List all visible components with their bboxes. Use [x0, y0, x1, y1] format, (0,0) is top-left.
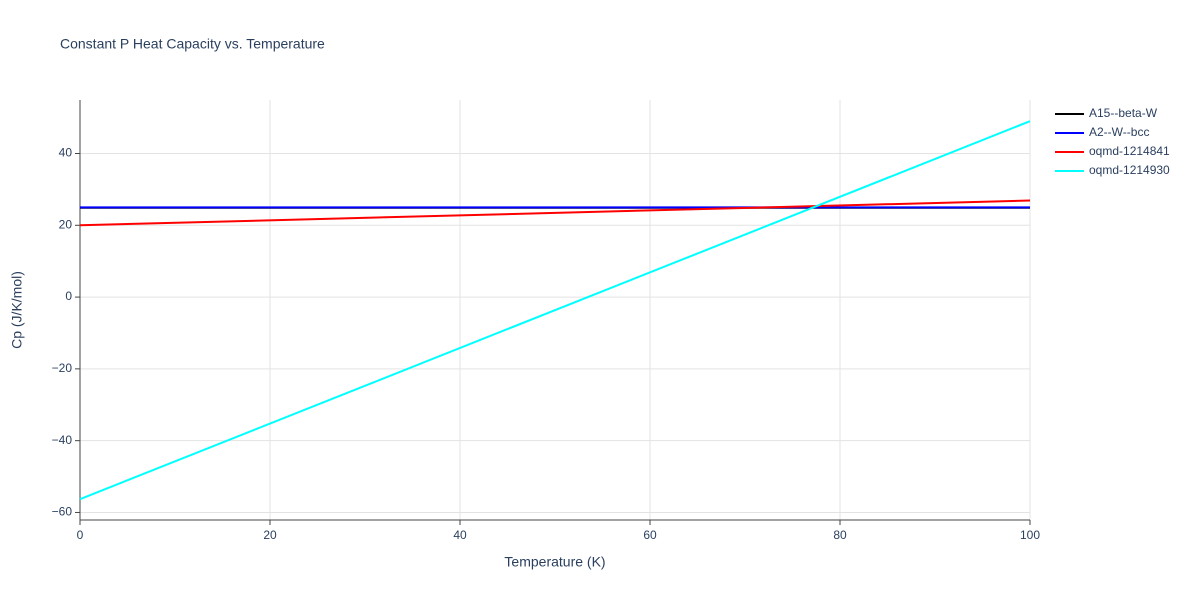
x-tick-label: 20 — [263, 528, 277, 542]
y-tick-label: −40 — [52, 433, 73, 447]
legend-label: oqmd-1214930 — [1089, 163, 1170, 177]
y-tick-label: −60 — [52, 505, 73, 519]
x-tick-label: 40 — [453, 528, 467, 542]
x-tick-label: 100 — [1020, 528, 1040, 542]
y-tick-label: −20 — [52, 361, 73, 375]
x-tick-label: 0 — [77, 528, 84, 542]
legend-label: oqmd-1214841 — [1089, 144, 1170, 158]
y-axis-label: Cp (J/K/mol) — [9, 271, 25, 349]
y-tick-label: 0 — [65, 289, 72, 303]
chart-title: Constant P Heat Capacity vs. Temperature — [60, 36, 325, 52]
series-line — [79, 199, 1031, 227]
x-tick-label: 80 — [833, 528, 847, 542]
y-tick-label: 20 — [59, 217, 73, 231]
x-axis-label: Temperature (K) — [504, 554, 605, 570]
legend-label: A15--beta-W — [1089, 106, 1158, 120]
legend-label: A2--W--bcc — [1089, 125, 1149, 139]
y-tick-label: 40 — [59, 146, 73, 160]
x-tick-label: 60 — [643, 528, 657, 542]
series-line — [79, 120, 1031, 501]
